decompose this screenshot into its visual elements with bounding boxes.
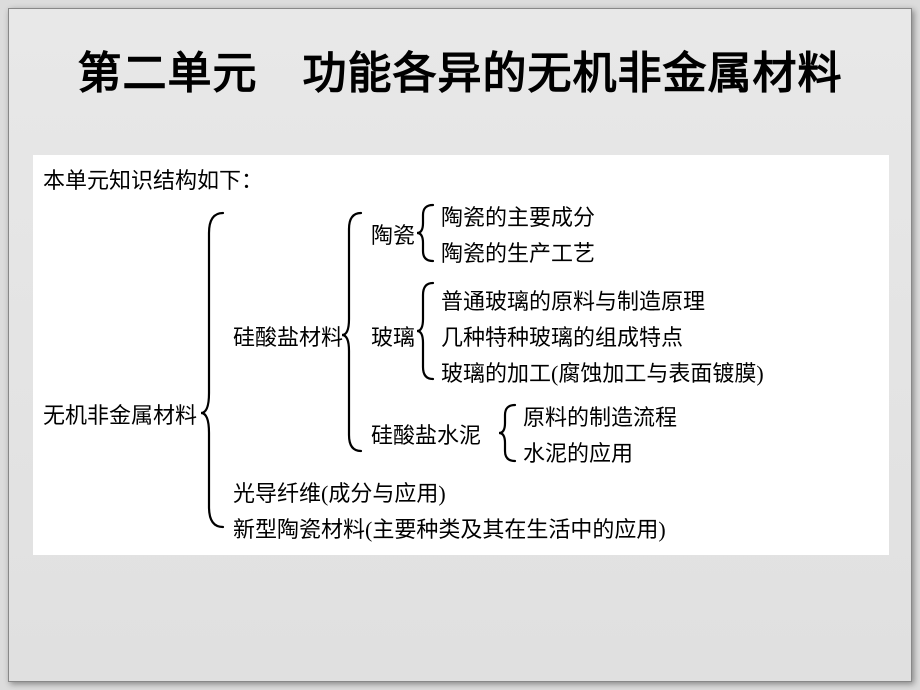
slide: 第二单元 功能各异的无机非金属材料 本单元知识结构如下： 无机非金属材料 硅酸盐…: [8, 8, 912, 682]
node-cement-raw: 原料的制造流程: [523, 405, 677, 431]
node-ceramic-proc: 陶瓷的生产工艺: [441, 241, 595, 267]
intro-text: 本单元知识结构如下：: [43, 163, 263, 195]
node-new-ceramic: 新型陶瓷材料(主要种类及其在生活中的应用): [233, 517, 666, 543]
node-cement: 硅酸盐水泥: [371, 423, 481, 449]
brace-silicate: [349, 213, 367, 451]
node-glass-process: 玻璃的加工(腐蚀加工与表面镀膜): [441, 361, 764, 387]
brace-glass: [423, 283, 439, 379]
brace-cement: [505, 405, 521, 461]
node-fiber: 光导纤维(成分与应用): [233, 481, 446, 507]
unit-title: 第二单元 功能各异的无机非金属材料: [9, 37, 911, 101]
node-glass: 玻璃: [371, 325, 415, 351]
node-glass-special: 几种特种玻璃的组成特点: [441, 325, 683, 351]
node-cement-app: 水泥的应用: [523, 441, 633, 467]
brace-ceramic: [423, 205, 439, 261]
node-root: 无机非金属材料: [43, 403, 197, 429]
node-ceramic: 陶瓷: [371, 223, 415, 249]
brace-root: [209, 213, 229, 527]
node-ceramic-comp: 陶瓷的主要成分: [441, 205, 595, 231]
node-glass-raw: 普通玻璃的原料与制造原理: [441, 289, 705, 315]
node-silicate: 硅酸盐材料: [233, 325, 343, 351]
content-box: 本单元知识结构如下： 无机非金属材料 硅酸盐材料 光导纤维(成分与应用) 新型陶…: [33, 155, 889, 555]
